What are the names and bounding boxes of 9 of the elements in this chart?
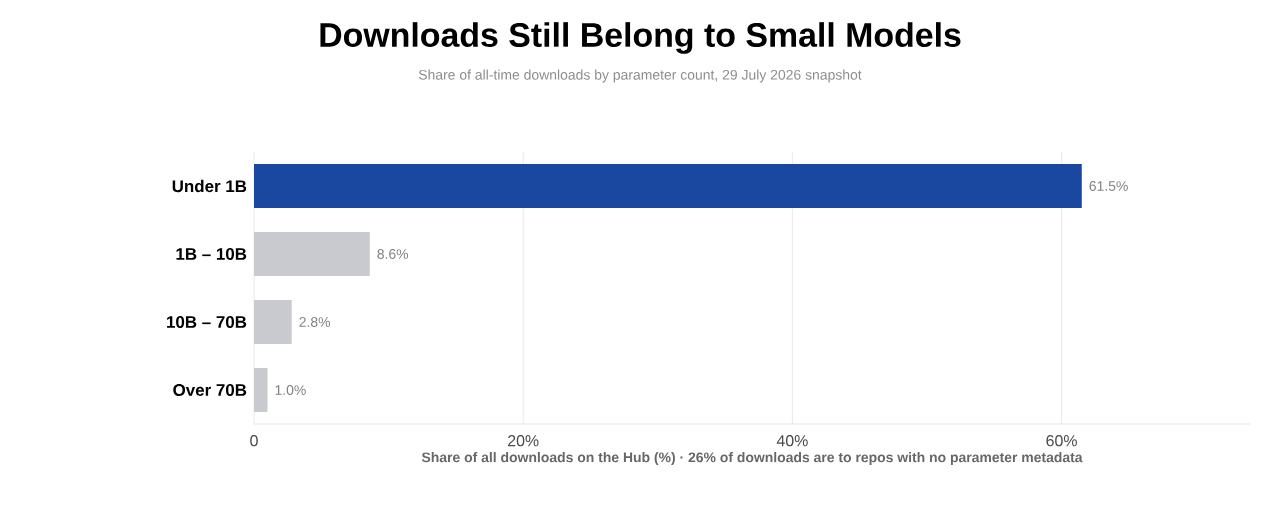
y-tick-label: 1B – 10B [176,248,247,260]
chart-title: Downloads Still Belong to Small Models [320,22,961,54]
y-tick-label: Over 70B [173,384,247,396]
bar [254,164,1082,209]
y-tick-label: 10B – 70B [167,316,247,328]
bar [254,368,268,413]
y-tick-label: Under 1B [172,179,247,193]
bar [254,300,292,345]
bar [254,232,370,277]
